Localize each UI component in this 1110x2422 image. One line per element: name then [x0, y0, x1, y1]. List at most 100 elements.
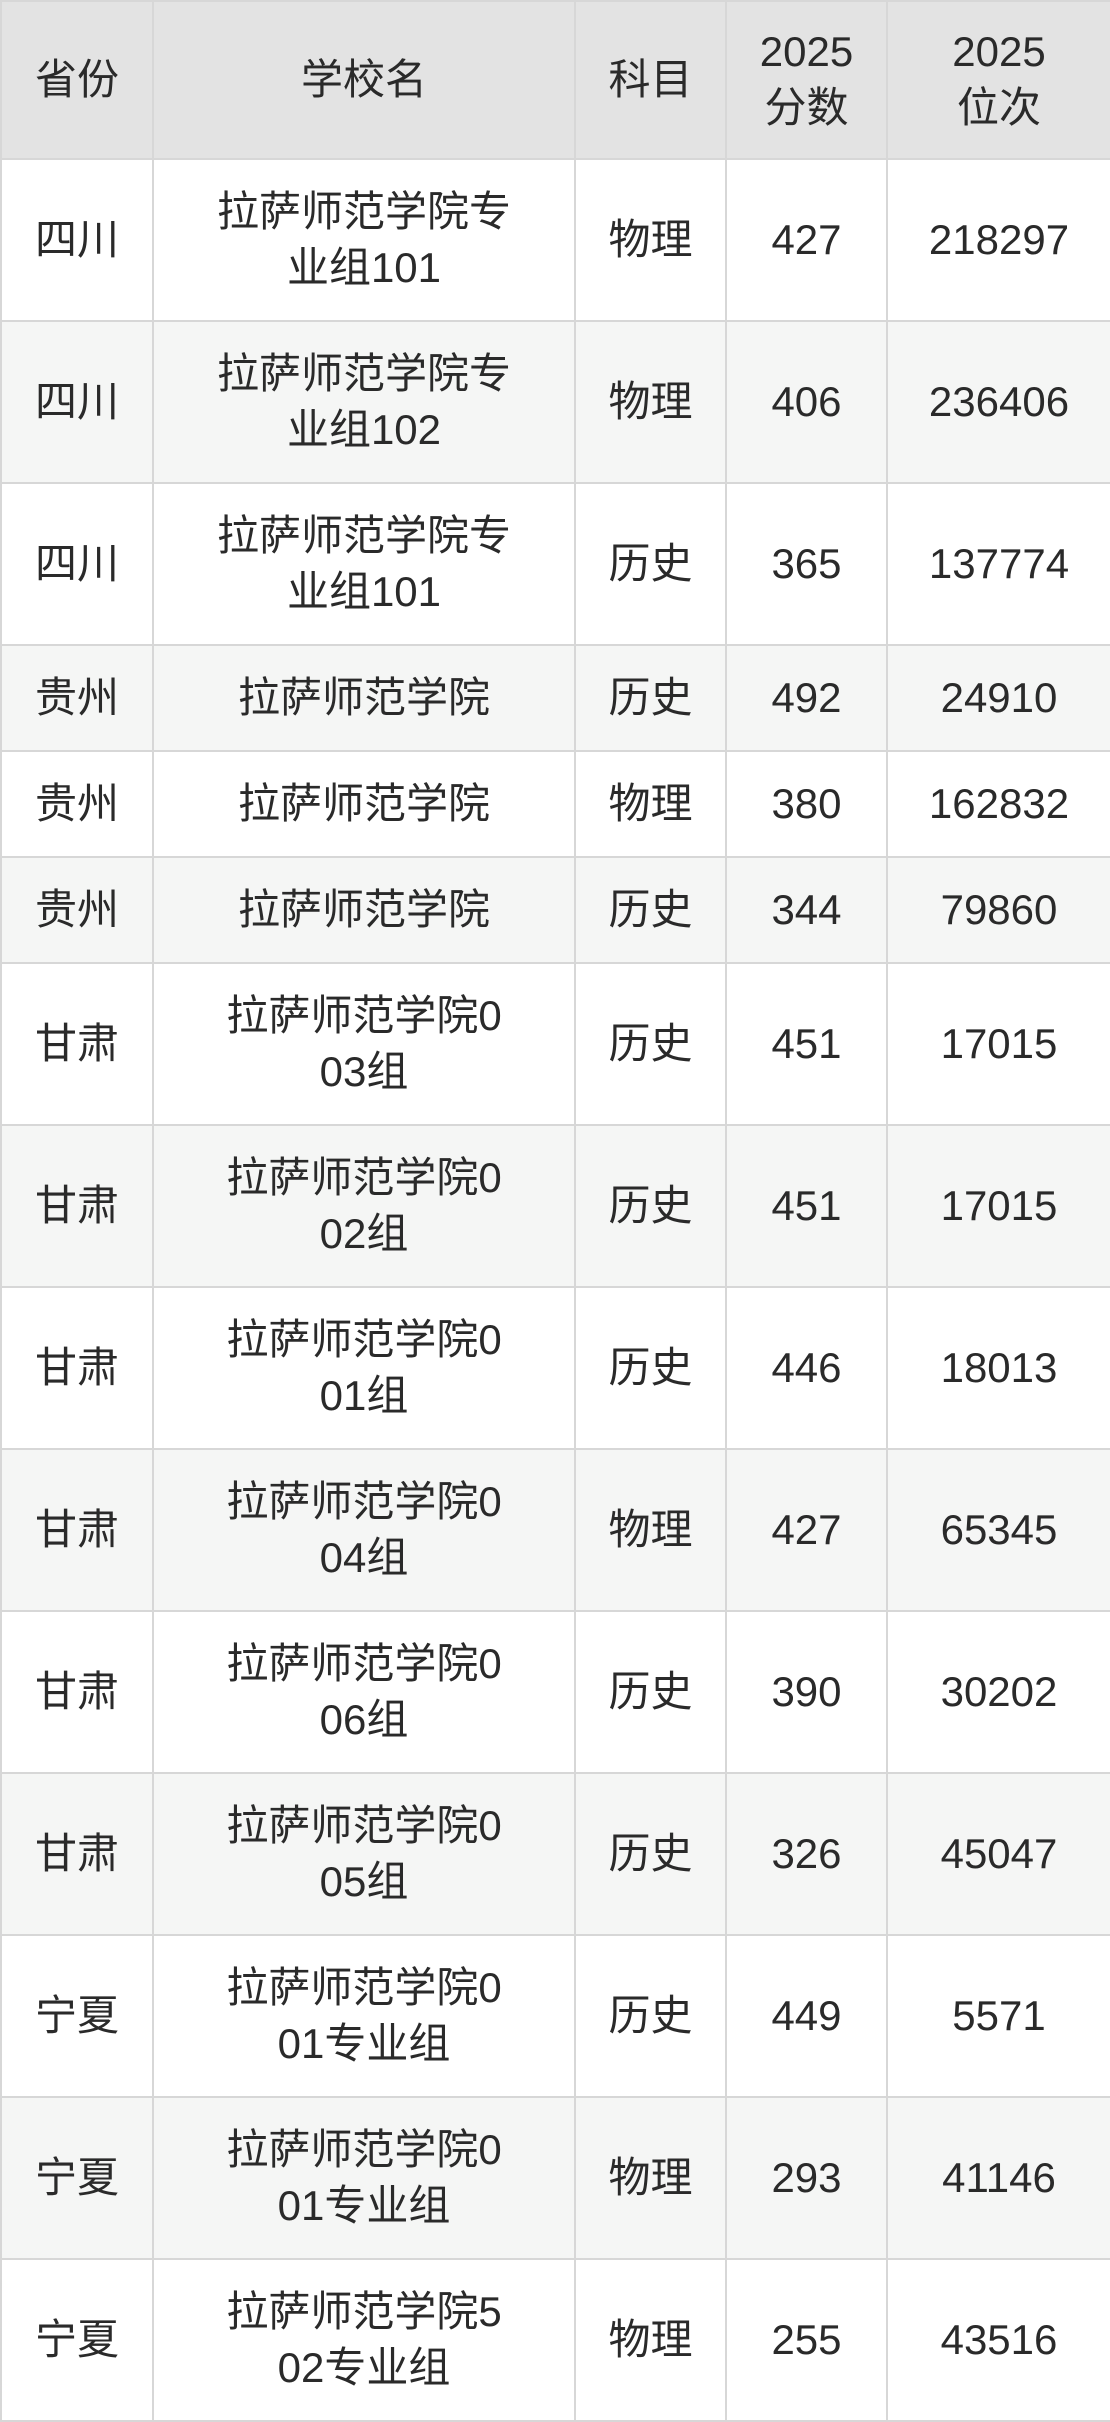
cell-province: 甘肃	[0, 1286, 154, 1450]
cell-school: 拉萨师范学院0 01专业组	[152, 1934, 576, 2098]
header-row: 省份 学校名 科目 2025 分数 2025 位次	[0, 0, 1110, 160]
school-name-line: 06组	[319, 1696, 409, 1743]
cell-rank: 24910	[886, 644, 1110, 752]
cell-school: 拉萨师范学院0 05组	[152, 1772, 576, 1936]
cell-rank: 65345	[886, 1448, 1110, 1612]
cell-school: 拉萨师范学院0 06组	[152, 1610, 576, 1774]
cell-subject: 物理	[574, 158, 727, 322]
school-name-line: 业组102	[286, 406, 442, 453]
table-row: 甘肃 拉萨师范学院0 04组 物理 427 65345	[0, 1448, 1110, 1612]
cell-score: 390	[725, 1610, 888, 1774]
cell-province: 甘肃	[0, 962, 154, 1126]
cell-score: 326	[725, 1772, 888, 1936]
table-row: 贵州 拉萨师范学院 历史 344 79860	[0, 856, 1110, 964]
cell-rank: 137774	[886, 482, 1110, 646]
school-name-line: 业组101	[286, 568, 442, 615]
cell-rank: 30202	[886, 1610, 1110, 1774]
table-row: 四川 拉萨师范学院专 业组101 历史 365 137774	[0, 482, 1110, 646]
table-header: 省份 学校名 科目 2025 分数 2025 位次	[0, 0, 1110, 160]
school-name-line: 拉萨师范学院专	[216, 188, 511, 235]
cell-subject: 历史	[574, 856, 727, 964]
table-row: 甘肃 拉萨师范学院0 05组 历史 326 45047	[0, 1772, 1110, 1936]
cell-subject: 历史	[574, 644, 727, 752]
school-name-line: 01组	[319, 1372, 409, 1419]
school-name-line: 拉萨师范学院0	[226, 1154, 502, 1201]
table-body: 四川 拉萨师范学院专 业组101 物理 427 218297 四川 拉萨师范学院专 业组102 物…	[0, 158, 1110, 2422]
cell-score: 451	[725, 1124, 888, 1288]
header-label-line: 省份	[34, 56, 119, 103]
cell-province: 四川	[0, 482, 154, 646]
cell-score: 255	[725, 2258, 888, 2422]
school-name-line: 拉萨师范学院专	[216, 350, 511, 397]
cell-school: 拉萨师范学院5 02专业组	[152, 2258, 576, 2422]
school-name-line: 拉萨师范学院0	[226, 1802, 502, 1849]
school-name-line: 拉萨师范学院0	[226, 1478, 502, 1525]
cell-rank: 18013	[886, 1286, 1110, 1450]
cell-score: 380	[725, 750, 888, 858]
cell-rank: 218297	[886, 158, 1110, 322]
cell-score: 451	[725, 962, 888, 1126]
cell-school: 拉萨师范学院	[152, 750, 576, 858]
cell-subject: 物理	[574, 2096, 727, 2260]
cell-province: 四川	[0, 158, 154, 322]
header-cell-province: 省份	[0, 0, 154, 160]
cell-province: 甘肃	[0, 1124, 154, 1288]
school-name-line: 拉萨师范学院5	[226, 2288, 502, 2335]
table-row: 甘肃 拉萨师范学院0 01组 历史 446 18013	[0, 1286, 1110, 1450]
cell-score: 427	[725, 158, 888, 322]
cell-province: 贵州	[0, 644, 154, 752]
school-name-line: 拉萨师范学院0	[226, 1640, 502, 1687]
cell-score: 293	[725, 2096, 888, 2260]
cell-province: 甘肃	[0, 1772, 154, 1936]
school-name-line: 04组	[319, 1534, 409, 1581]
cell-rank: 5571	[886, 1934, 1110, 2098]
table-row: 宁夏 拉萨师范学院0 01专业组 物理 293 41146	[0, 2096, 1110, 2260]
school-name-line: 拉萨师范学院0	[226, 992, 502, 1039]
school-name-line: 03组	[319, 1048, 409, 1095]
cell-subject: 物理	[574, 1448, 727, 1612]
cell-subject: 历史	[574, 1772, 727, 1936]
header-label-line: 2025	[952, 28, 1046, 75]
cell-rank: 79860	[886, 856, 1110, 964]
table-row: 贵州 拉萨师范学院 历史 492 24910	[0, 644, 1110, 752]
cell-province: 四川	[0, 320, 154, 484]
school-name-line: 拉萨师范学院0	[226, 1964, 502, 2011]
school-name-line: 02组	[319, 1210, 409, 1257]
school-name-line: 拉萨师范学院0	[226, 2126, 502, 2173]
table-row: 贵州 拉萨师范学院 物理 380 162832	[0, 750, 1110, 858]
cell-subject: 物理	[574, 2258, 727, 2422]
cell-rank: 43516	[886, 2258, 1110, 2422]
cell-score: 446	[725, 1286, 888, 1450]
cell-school: 拉萨师范学院专 业组101	[152, 482, 576, 646]
header-cell-subject: 科目	[574, 0, 727, 160]
school-name-line: 02专业组	[277, 2344, 451, 2391]
school-name-line: 01专业组	[277, 2020, 451, 2067]
header-label-line: 分数	[764, 84, 849, 131]
cell-school: 拉萨师范学院	[152, 856, 576, 964]
table-row: 宁夏 拉萨师范学院0 01专业组 历史 449 5571	[0, 1934, 1110, 2098]
header-label-line: 位次	[956, 84, 1041, 131]
school-name-line: 业组101	[286, 244, 442, 291]
cell-score: 427	[725, 1448, 888, 1612]
cell-province: 甘肃	[0, 1448, 154, 1612]
table-row: 甘肃 拉萨师范学院0 06组 历史 390 30202	[0, 1610, 1110, 1774]
table-row: 四川 拉萨师范学院专 业组102 物理 406 236406	[0, 320, 1110, 484]
cell-school: 拉萨师范学院0 02组	[152, 1124, 576, 1288]
cell-rank: 45047	[886, 1772, 1110, 1936]
cell-score: 406	[725, 320, 888, 484]
school-name-line: 05组	[319, 1858, 409, 1905]
header-cell-score: 2025 分数	[725, 0, 888, 160]
header-label-line: 学校名	[300, 56, 427, 103]
cell-school: 拉萨师范学院0 01专业组	[152, 2096, 576, 2260]
cell-rank: 41146	[886, 2096, 1110, 2260]
cell-rank: 236406	[886, 320, 1110, 484]
cell-province: 宁夏	[0, 2096, 154, 2260]
school-name-line: 拉萨师范学院	[237, 780, 490, 827]
cell-subject: 历史	[574, 962, 727, 1126]
cell-score: 449	[725, 1934, 888, 2098]
cell-school: 拉萨师范学院专 业组102	[152, 320, 576, 484]
table-row: 甘肃 拉萨师范学院0 03组 历史 451 17015	[0, 962, 1110, 1126]
school-name-line: 拉萨师范学院专	[216, 512, 511, 559]
header-label-line: 科目	[608, 56, 693, 103]
cell-rank: 162832	[886, 750, 1110, 858]
